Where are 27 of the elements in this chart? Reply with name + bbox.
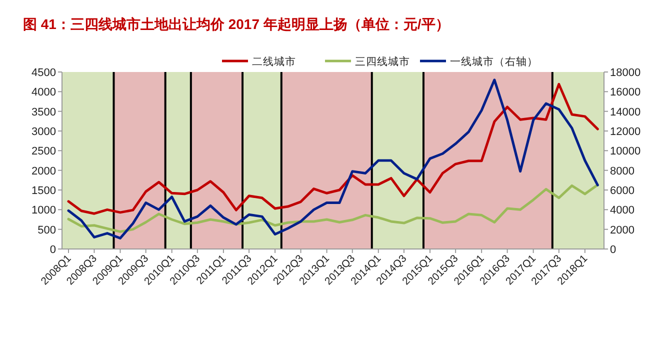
y2-tick-label: 16000 (610, 86, 641, 99)
y-tick-label: 500 (38, 224, 56, 236)
y2-tick-label: 6000 (610, 185, 634, 197)
y-tick-label: 0 (50, 244, 56, 256)
y2-tick-label: 18000 (610, 67, 641, 79)
y-tick-label: 1000 (32, 204, 56, 217)
y2-tick-label: 0 (610, 244, 616, 256)
line-series (67, 184, 599, 233)
chart-title: 图 41：三四线城市土地出让均价 2017 年起明显上扬（单位：元/平） (23, 16, 450, 32)
y2-tick-label: 10000 (610, 146, 641, 158)
y2-tick-label: 14000 (610, 106, 641, 118)
line-series (67, 78, 599, 240)
y-tick-label: 2000 (32, 165, 56, 178)
legend-label: 一线城市（右轴） (450, 55, 538, 68)
y2-tick-label: 8000 (610, 165, 634, 178)
y-tick-label: 3000 (32, 126, 56, 138)
line-series (67, 82, 599, 215)
y-tick-label: 4500 (32, 67, 56, 79)
y-tick-label: 3500 (32, 106, 56, 118)
y-tick-label: 2500 (32, 146, 56, 158)
legend-label: 三四线城市 (355, 55, 410, 68)
y-tick-label: 1500 (32, 185, 56, 197)
y2-tick-label: 12000 (610, 126, 641, 138)
y2-tick-label: 2000 (610, 224, 634, 236)
y2-tick-label: 4000 (610, 204, 634, 217)
legend-label: 二线城市 (252, 55, 296, 68)
y-tick-label: 4000 (32, 86, 56, 99)
